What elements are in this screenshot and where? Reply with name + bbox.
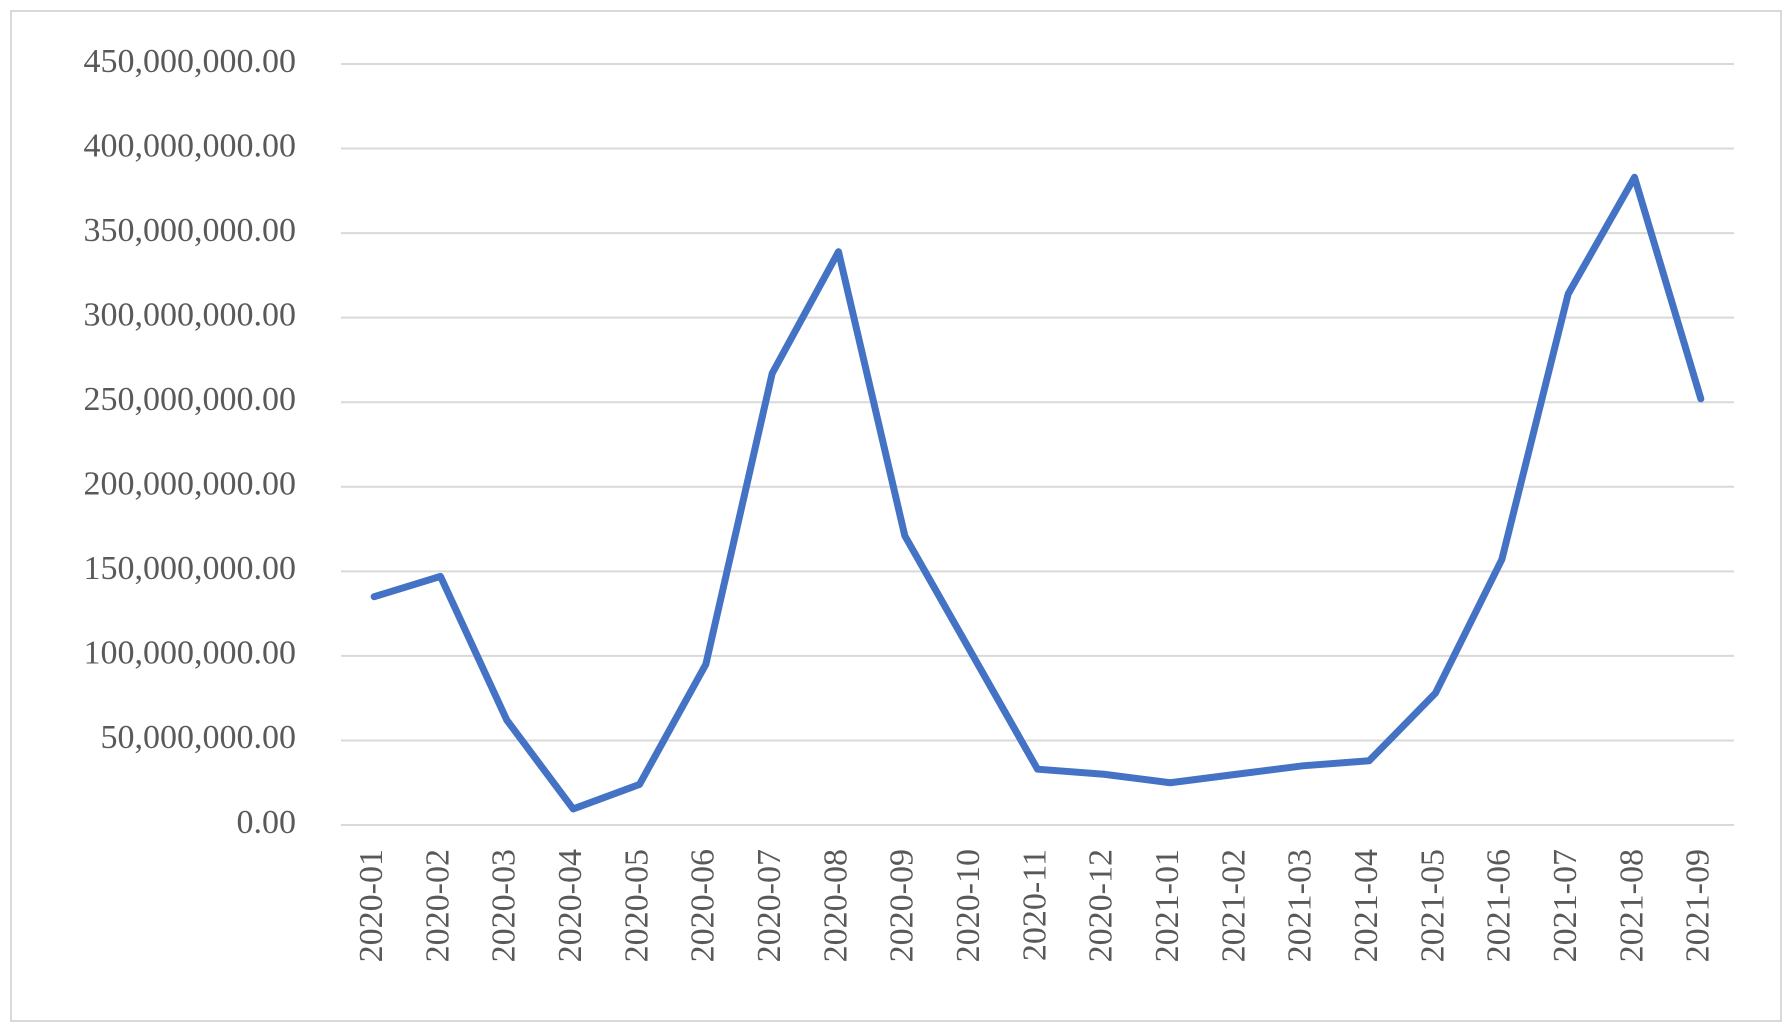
x-tick-label: 2021-06 (1481, 849, 1518, 962)
y-tick-label: 450,000,000.00 (84, 43, 297, 80)
x-tick-label: 2021-05 (1414, 849, 1451, 962)
x-tick-label: 2021-07 (1547, 849, 1584, 962)
x-tick-label: 2020-07 (751, 849, 788, 962)
x-tick-label: 2020-05 (618, 849, 655, 962)
y-tick-label: 400,000,000.00 (84, 127, 297, 164)
x-tick-label: 2020-01 (353, 849, 390, 962)
x-tick-label: 2020-11 (1016, 849, 1053, 961)
x-tick-label: 2020-10 (950, 849, 987, 962)
x-tick-label: 2020-03 (486, 849, 523, 962)
x-tick-label: 2020-04 (552, 849, 589, 962)
x-tick-label: 2020-06 (685, 849, 722, 962)
y-tick-label: 200,000,000.00 (84, 466, 297, 503)
y-tick-label: 250,000,000.00 (84, 381, 297, 418)
y-tick-label: 100,000,000.00 (84, 635, 297, 672)
y-tick-label: 50,000,000.00 (101, 719, 297, 756)
x-tick-label: 2021-04 (1348, 849, 1385, 962)
chart-border (10, 10, 1782, 1022)
x-tick-label: 2020-02 (419, 849, 456, 962)
y-tick-label: 300,000,000.00 (84, 296, 297, 333)
x-tick-label: 2020-08 (817, 849, 854, 962)
y-tick-label: 150,000,000.00 (84, 550, 297, 587)
y-tick-label: 0.00 (237, 804, 297, 841)
x-tick-label: 2021-02 (1215, 849, 1252, 962)
x-tick-label: 2021-03 (1282, 849, 1319, 962)
x-tick-label: 2020-09 (884, 849, 921, 962)
x-tick-label: 2020-12 (1083, 849, 1120, 962)
x-tick-label: 2021-01 (1149, 849, 1186, 962)
x-tick-label: 2021-09 (1680, 849, 1717, 962)
data-line (370, 173, 1705, 813)
x-tick-label: 2021-08 (1613, 849, 1650, 962)
y-tick-label: 350,000,000.00 (84, 212, 297, 249)
